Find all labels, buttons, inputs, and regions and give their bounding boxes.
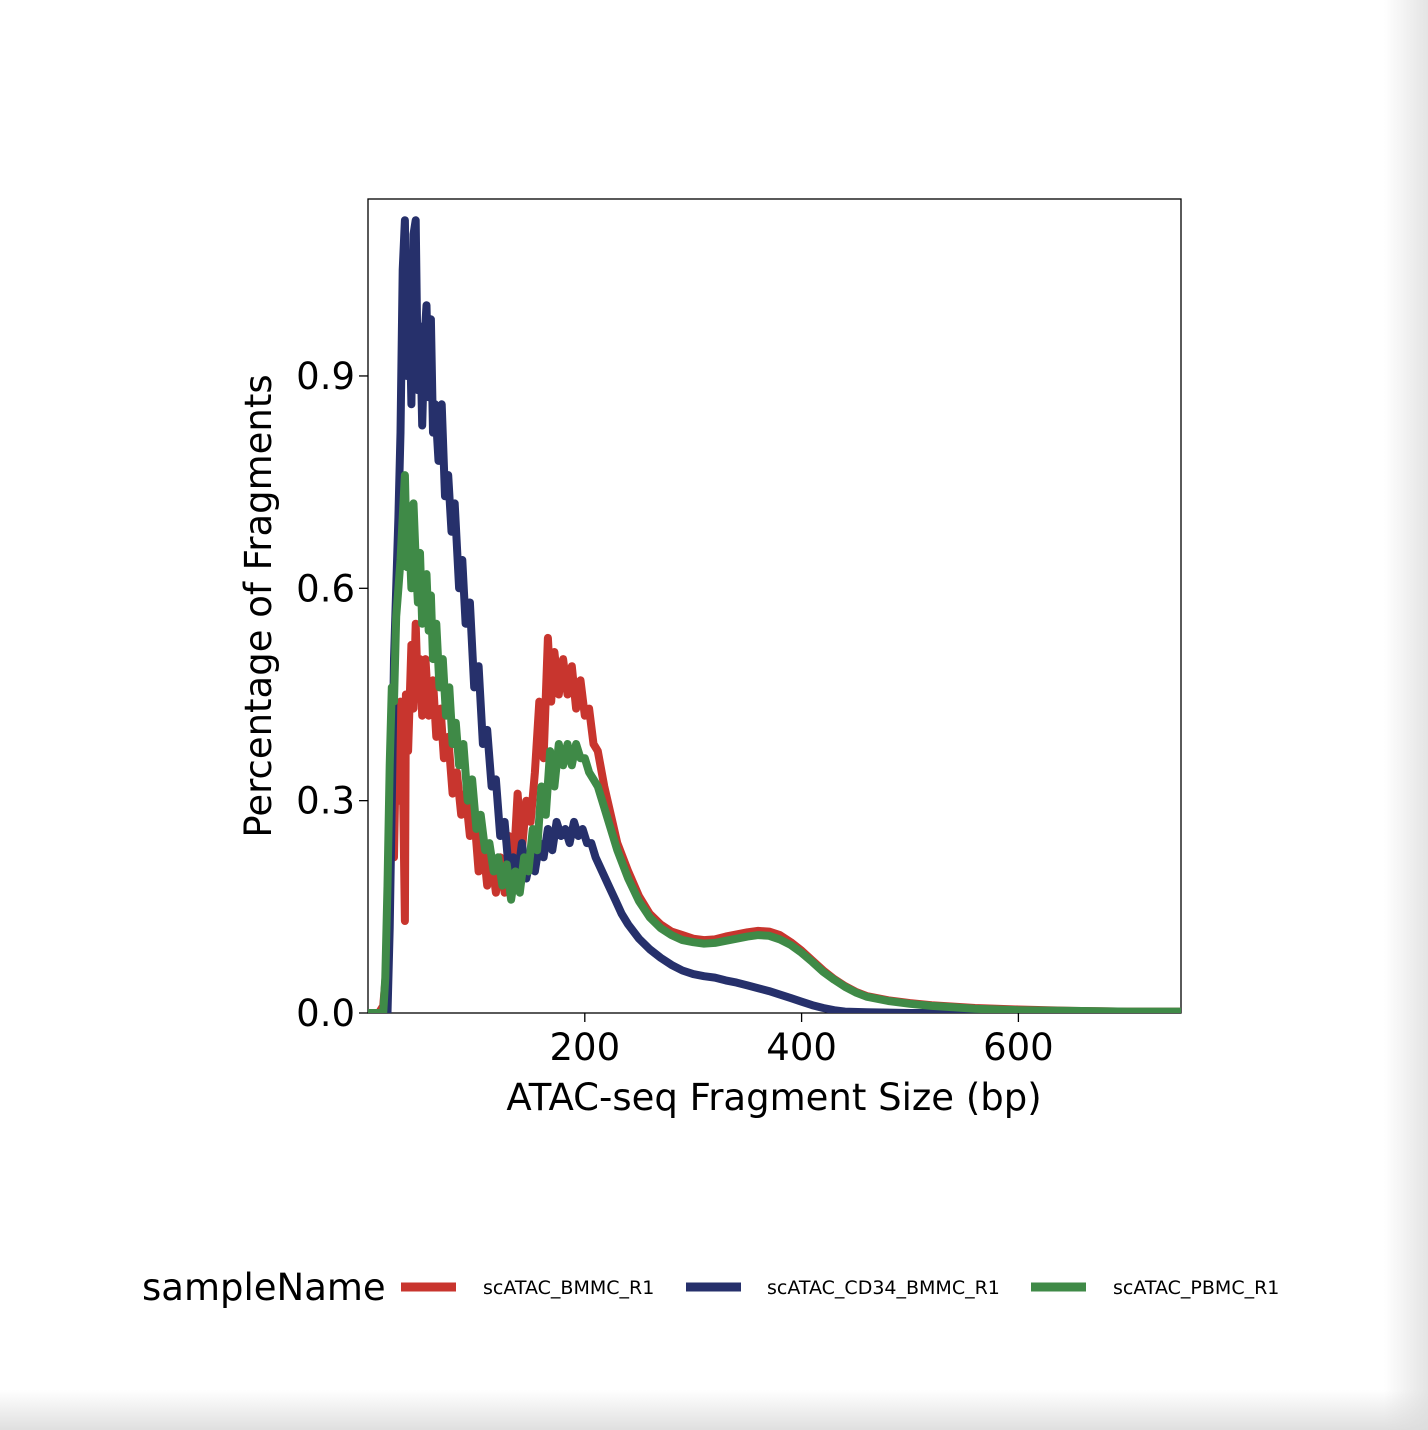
y-tick-label-3: 0.9 xyxy=(296,355,355,398)
x-axis: 200 400 600 xyxy=(549,1013,1054,1069)
legend-title: sampleName xyxy=(142,1266,386,1309)
plot-panel xyxy=(367,198,1182,1014)
series-line-1 xyxy=(368,216,1181,1013)
edge-shadow-bottom xyxy=(0,1390,1428,1430)
series-line-2 xyxy=(368,471,1181,1013)
y-tick-label-0: 0.0 xyxy=(296,992,355,1035)
x-tick-label-1: 400 xyxy=(766,1026,837,1069)
series-layer xyxy=(368,216,1181,1013)
x-tick-label-0: 200 xyxy=(549,1026,620,1069)
legend: sampleName scATAC_BMMC_R1 scATAC_CD34_BMM… xyxy=(142,1266,1279,1309)
y-tick-label-2: 0.6 xyxy=(296,567,355,610)
legend-items: scATAC_BMMC_R1 scATAC_CD34_BMMC_R1 scATAC_… xyxy=(401,1277,1279,1299)
y-tick-label-1: 0.3 xyxy=(296,780,355,823)
y-axis: 0.0 0.3 0.6 0.9 xyxy=(296,355,368,1035)
legend-label-0: scATAC_BMMC_R1 xyxy=(483,1277,654,1299)
legend-label-1: scATAC_CD34_BMMC_R1 xyxy=(767,1277,1000,1299)
legend-label-2: scATAC_PBMC_R1 xyxy=(1113,1277,1279,1299)
y-axis-title: Percentage of Fragments xyxy=(237,374,280,837)
x-axis-title: ATAC-seq Fragment Size (bp) xyxy=(506,1076,1041,1119)
edge-shadow-right xyxy=(1384,0,1428,1430)
x-tick-label-2: 600 xyxy=(983,1026,1054,1069)
